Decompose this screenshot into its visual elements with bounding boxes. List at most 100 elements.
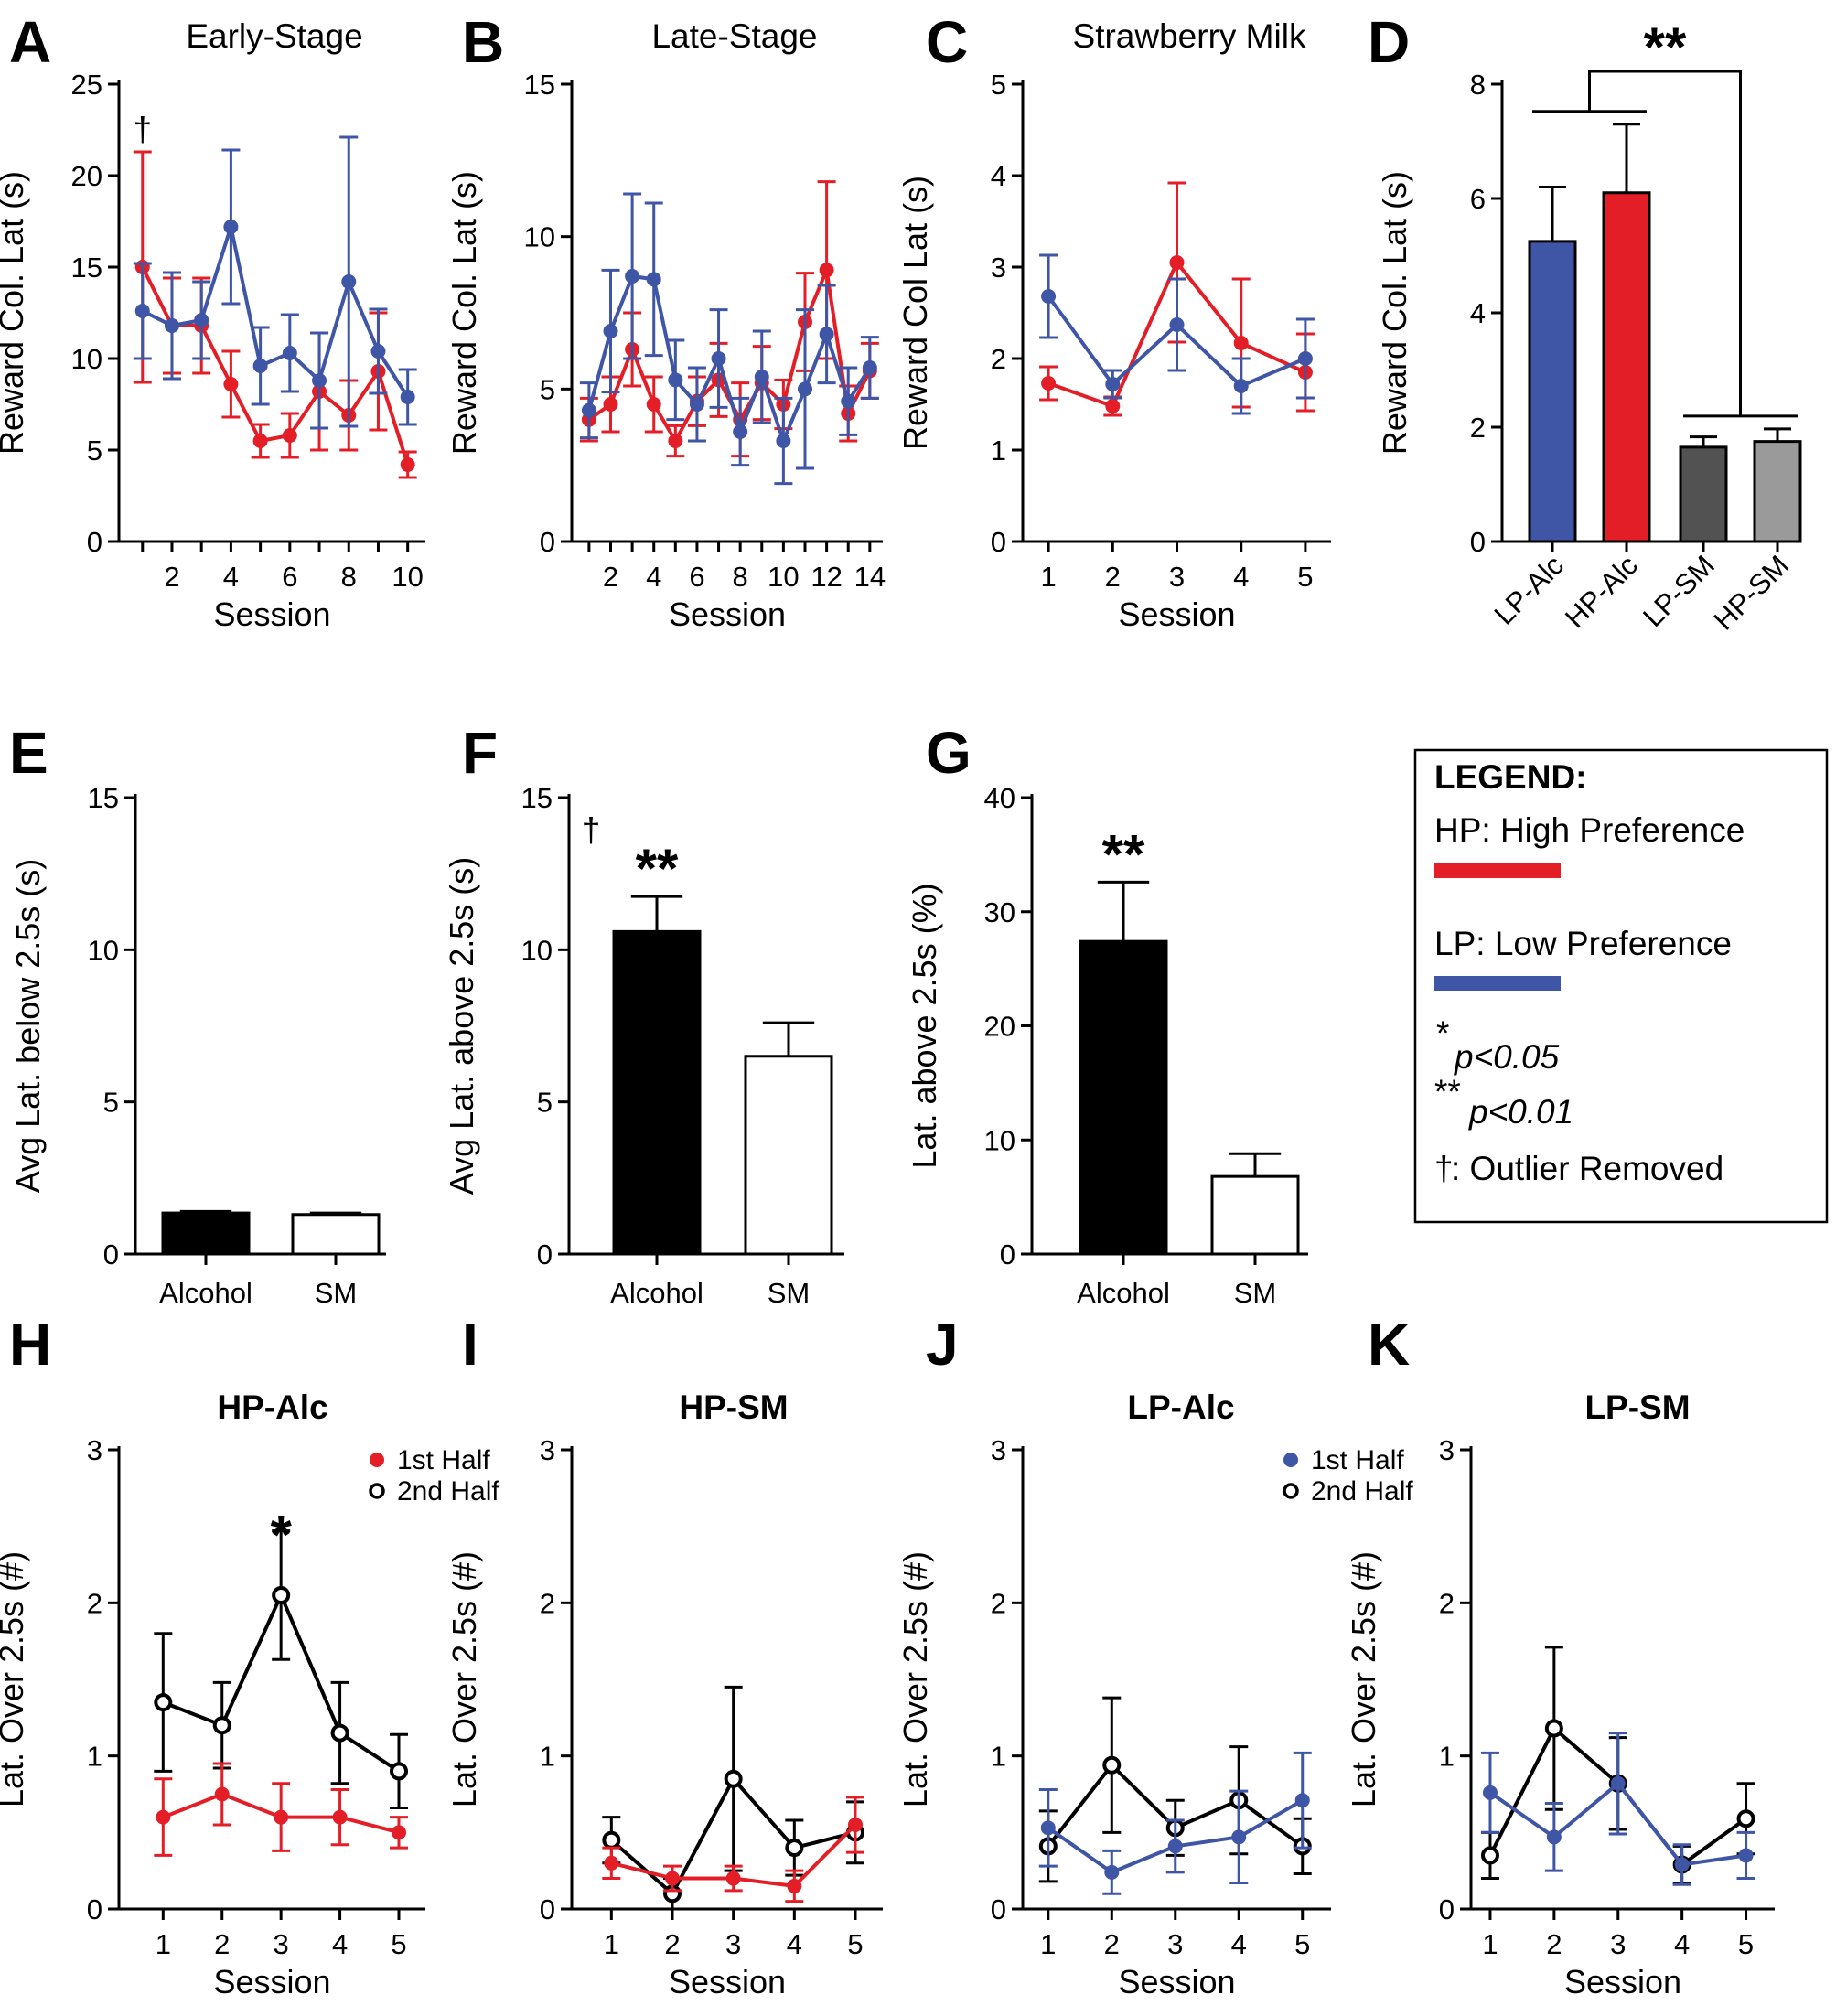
data-point xyxy=(1233,379,1249,393)
x-tick-label: 1 xyxy=(156,1928,171,1960)
significance-mark: ** xyxy=(1102,823,1145,885)
y-tick-label: 1 xyxy=(1439,1741,1455,1773)
panel-A: A Early-Stage 0 5 10 15 20 25 Reward Col. Lat (s… xyxy=(0,9,425,633)
panel-title: Early-Stage xyxy=(186,17,362,55)
y-axis-label: Lat. Over 2.5s (#) xyxy=(446,1551,483,1807)
x-tick-label: 1 xyxy=(1040,561,1056,593)
series-lp xyxy=(579,192,879,486)
mini-legend-first-marker xyxy=(370,1453,384,1467)
data-point xyxy=(1480,1846,1499,1865)
x-tick-label: 10 xyxy=(768,561,799,593)
data-point xyxy=(252,434,268,448)
x-tick-label: 5 xyxy=(1297,561,1313,593)
data-point xyxy=(330,1723,349,1743)
y-tick-label: 5 xyxy=(103,1087,119,1119)
data-point xyxy=(668,372,683,388)
y-axis-label: Reward Col. Lat (s) xyxy=(0,171,30,455)
data-point xyxy=(841,393,856,409)
legend-hp-swatch xyxy=(1434,863,1561,878)
y-tick-label: 0 xyxy=(103,1239,119,1271)
x-tick-label: 4 xyxy=(223,561,239,593)
y-tick-label: 2 xyxy=(991,1587,1006,1619)
legend-title: LEGEND: xyxy=(1434,758,1587,796)
y-axis-label: Avg Lat. above 2.5s (s) xyxy=(443,857,480,1196)
y-axis-label: Lat. above 2.5s (%) xyxy=(906,883,943,1168)
data-point xyxy=(1736,1809,1755,1828)
panel-title: LP-Alc xyxy=(1127,1389,1234,1426)
data-point xyxy=(392,1825,407,1840)
data-point xyxy=(733,424,748,439)
x-tick-label: 14 xyxy=(854,561,886,593)
x-axis-label: Session xyxy=(669,1963,786,2000)
y-tick-label: 10 xyxy=(88,934,119,966)
x-tick-label: 1 xyxy=(1482,1928,1498,1960)
legend-sig2-text: p<0.01 xyxy=(1468,1093,1573,1131)
x-tick-label: 6 xyxy=(689,561,704,593)
data-point xyxy=(646,397,661,412)
y-axis-label: Reward Col. Lat (s) xyxy=(1376,171,1413,455)
legend: LEGEND: HP: High Preference LP: Low Pref… xyxy=(1413,748,1829,1224)
y-tick-label: 5 xyxy=(87,434,102,466)
y-tick-label: 15 xyxy=(524,69,555,101)
y-tick-label: 2 xyxy=(540,1587,555,1619)
data-point xyxy=(668,434,683,448)
category-label: SM xyxy=(315,1277,358,1309)
x-tick-label: 2 xyxy=(1546,1928,1562,1960)
x-tick-label: 2 xyxy=(164,561,179,593)
data-point xyxy=(1169,255,1185,270)
mini-legend-second: 2nd Half xyxy=(397,1476,499,1507)
significance-mark: ** xyxy=(636,838,679,899)
y-axis-label: Lat. Over 2.5s (#) xyxy=(0,1551,30,1807)
bar-lp-alc xyxy=(1528,240,1577,543)
y-tick-label: 2 xyxy=(87,1587,102,1619)
data-point xyxy=(1546,1829,1562,1845)
x-tick-label: 5 xyxy=(847,1928,863,1960)
data-point xyxy=(711,351,726,366)
y-tick-label: 0 xyxy=(991,526,1006,558)
y-tick-label: 1 xyxy=(991,1741,1006,1773)
y-axis-label: Reward Col. Lat (s) xyxy=(446,171,483,455)
panel-letter: F xyxy=(462,720,498,786)
x-tick-label: 4 xyxy=(332,1928,348,1960)
legend-sig1-star: * xyxy=(1436,1014,1449,1052)
y-tick-label: 10 xyxy=(524,221,555,253)
mini-legend-first-marker xyxy=(1283,1453,1298,1467)
x-tick-label: 3 xyxy=(1167,1928,1183,1960)
x-tick-label: 2 xyxy=(664,1928,680,1960)
y-axis-label: Reward Col Lat (s) xyxy=(897,176,934,450)
data-point xyxy=(194,313,209,327)
bar-lp-sm xyxy=(1679,445,1728,543)
y-tick-label: 1 xyxy=(991,434,1006,466)
outlier-dagger: † xyxy=(582,811,601,849)
data-point xyxy=(625,269,640,284)
data-point xyxy=(776,434,791,448)
mini-legend-first: 1st Half xyxy=(397,1445,490,1475)
data-point xyxy=(787,1878,802,1893)
data-point xyxy=(1102,1755,1122,1775)
y-tick-label: 5 xyxy=(540,373,555,405)
x-tick-label: 10 xyxy=(392,561,423,593)
series-1st-half xyxy=(1038,1751,1312,1895)
data-point xyxy=(252,359,268,373)
x-axis-label: Session xyxy=(1564,1963,1681,2000)
x-tick-label: 5 xyxy=(391,1928,406,1960)
y-tick-label: 5 xyxy=(991,69,1006,101)
y-tick-label: 1 xyxy=(540,1741,555,1773)
data-point xyxy=(1105,399,1121,413)
x-tick-label: 4 xyxy=(646,561,661,593)
x-tick-label: 4 xyxy=(1233,561,1249,593)
data-point xyxy=(1674,1857,1690,1872)
data-point xyxy=(848,1817,863,1832)
legend-lp-swatch xyxy=(1434,976,1561,991)
y-tick-label: 1 xyxy=(87,1741,102,1773)
y-tick-label: 4 xyxy=(991,160,1006,192)
bar-hp-sm xyxy=(1753,440,1802,543)
y-tick-label: 15 xyxy=(88,782,119,814)
category-label: SM xyxy=(1234,1277,1277,1309)
y-tick-label: 5 xyxy=(537,1087,553,1119)
significance-mark: ** xyxy=(1644,16,1687,78)
legend-dagger-text: : Outlier Removed xyxy=(1451,1150,1723,1187)
panel-letter: I xyxy=(462,1312,478,1378)
x-tick-label: 3 xyxy=(274,1928,289,1960)
legend-dagger: † xyxy=(1434,1150,1454,1187)
